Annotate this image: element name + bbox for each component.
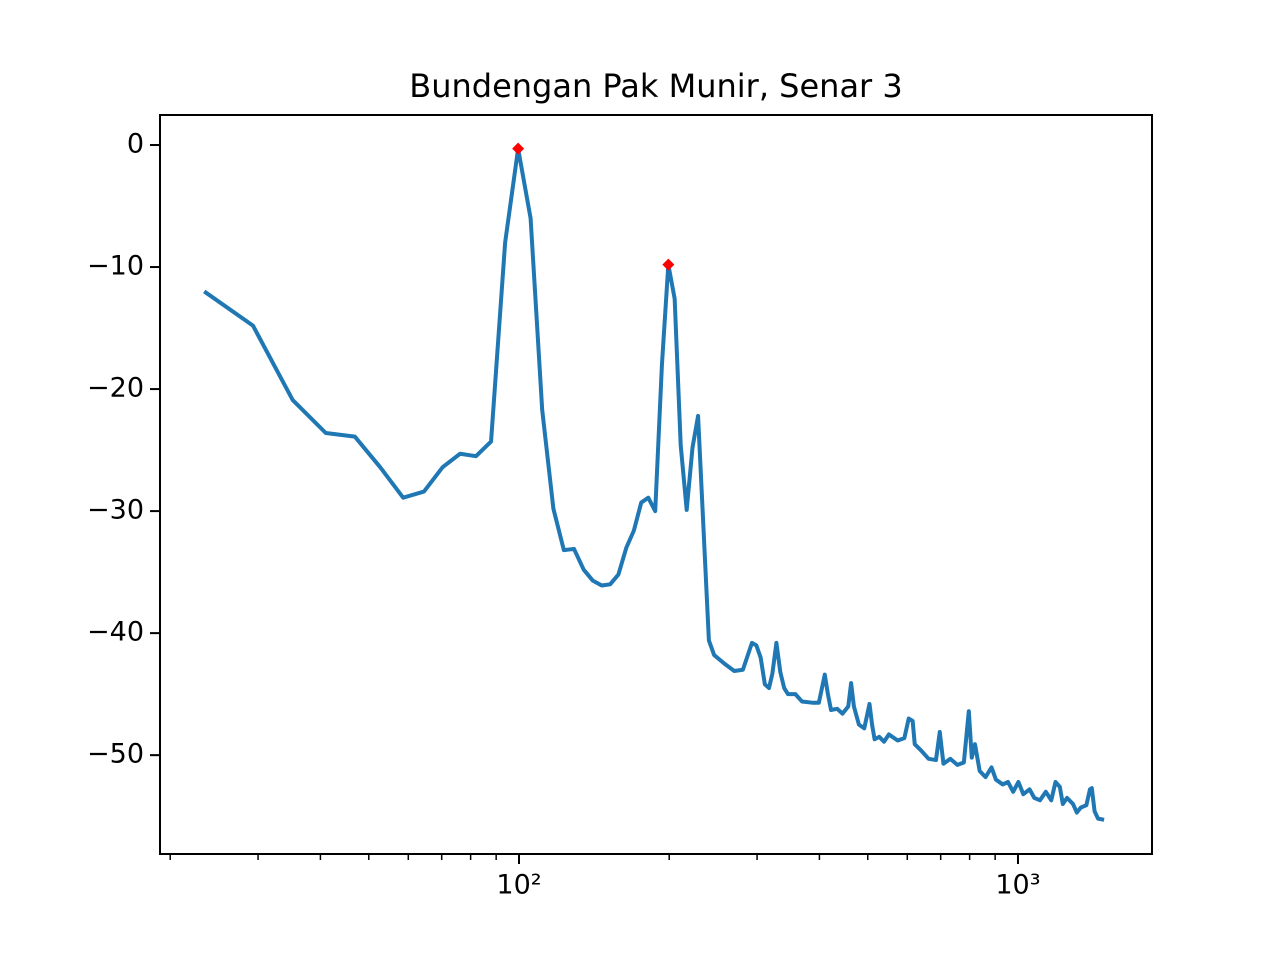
peak-marker bbox=[512, 142, 525, 155]
y-tick-label: −50 bbox=[87, 739, 144, 770]
peak-marker bbox=[662, 258, 675, 271]
axes-frame bbox=[159, 114, 1153, 855]
y-tick-label: −40 bbox=[87, 617, 144, 648]
x-tick-label: 10² bbox=[496, 870, 541, 901]
y-tick-label: −30 bbox=[87, 495, 144, 526]
y-tick-label: 0 bbox=[127, 129, 144, 160]
y-tick-label: −10 bbox=[87, 251, 144, 282]
chart-title: Bundengan Pak Munir, Senar 3 bbox=[409, 67, 902, 105]
x-tick-label: 10³ bbox=[995, 870, 1040, 901]
line-series bbox=[203, 146, 1105, 822]
y-tick-label: −20 bbox=[87, 373, 144, 404]
